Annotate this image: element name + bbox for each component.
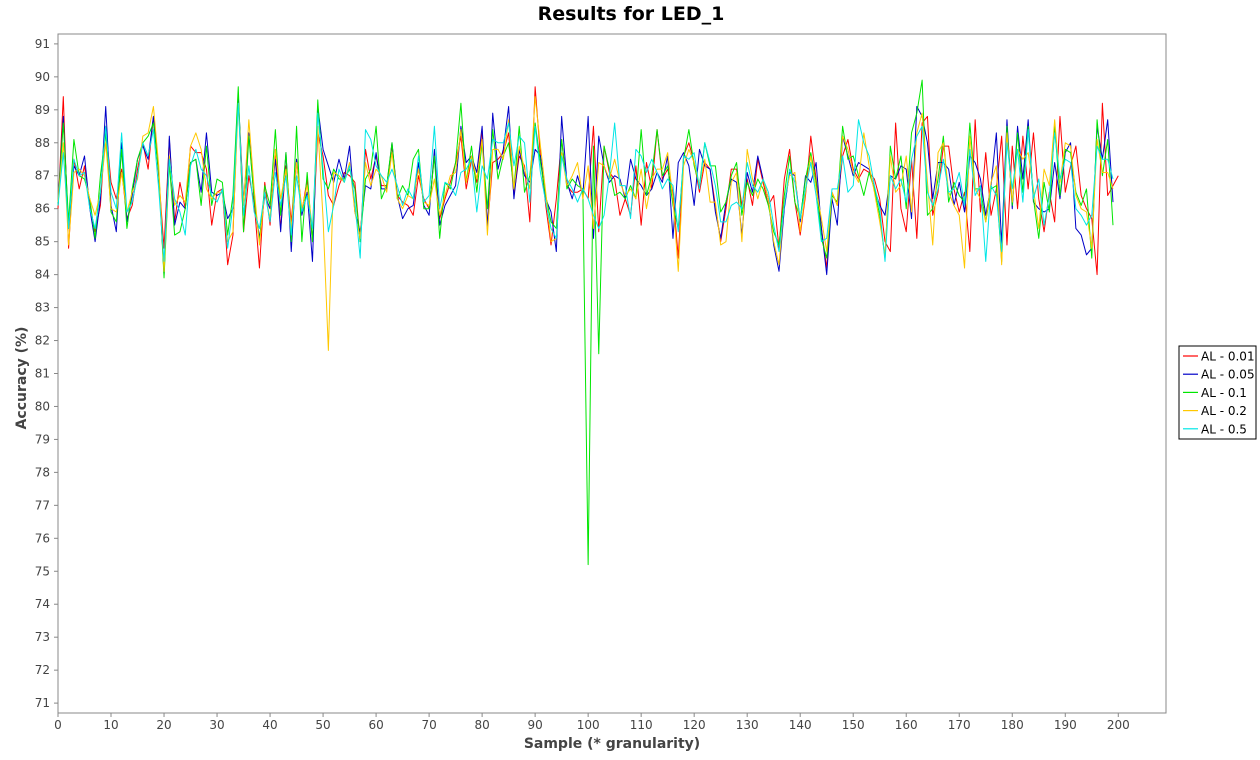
x-tick-label: 150: [842, 718, 865, 732]
x-tick-label: 190: [1054, 718, 1077, 732]
y-tick-label: 84: [35, 268, 50, 282]
y-tick-label: 74: [35, 597, 50, 611]
y-axis-label: Accuracy (%): [14, 327, 30, 430]
y-tick-label: 73: [35, 630, 50, 644]
y-tick-label: 76: [35, 531, 50, 545]
series-line-3: [57, 96, 1114, 351]
x-tick-label: 180: [1001, 718, 1024, 732]
legend-label: AL - 0.5: [1201, 422, 1247, 436]
y-tick-label: 91: [35, 37, 50, 51]
x-tick-label: 110: [630, 718, 653, 732]
y-tick-label: 81: [35, 367, 50, 381]
y-tick-label: 87: [35, 169, 50, 183]
x-tick-label: 30: [209, 718, 224, 732]
y-tick-label: 88: [35, 136, 50, 150]
y-tick-label: 71: [35, 696, 50, 710]
x-tick-label: 80: [474, 718, 489, 732]
y-tick-label: 80: [35, 399, 50, 413]
x-tick-label: 200: [1107, 718, 1130, 732]
axis-ticks: 0 10 20 30 40 50 60 70 80 90 100 110 120 130 140 150 160…: [35, 37, 1130, 732]
series-lines: [57, 79, 1119, 566]
x-tick-label: 40: [262, 718, 277, 732]
x-tick-label: 130: [736, 718, 759, 732]
x-tick-label: 170: [948, 718, 971, 732]
y-tick-label: 78: [35, 465, 50, 479]
x-tick-label: 120: [683, 718, 706, 732]
legend-label: AL - 0.1: [1201, 386, 1247, 400]
y-tick-label: 82: [35, 334, 50, 348]
x-tick-label: 60: [368, 718, 383, 732]
legend: AL - 0.01 AL - 0.05 AL - 0.1 AL - 0.2 AL - 0…: [1178, 345, 1257, 440]
x-tick-label: 20: [156, 718, 171, 732]
x-tick-label: 10: [103, 718, 118, 732]
y-tick-label: 77: [35, 498, 50, 512]
legend-label: AL - 0.05: [1201, 368, 1255, 382]
legend-label: AL - 0.01: [1201, 350, 1255, 364]
x-tick-label: 100: [577, 718, 600, 732]
y-tick-label: 75: [35, 564, 50, 578]
y-tick-label: 79: [35, 432, 50, 446]
x-axis-label: Sample (* granularity): [524, 736, 700, 752]
y-tick-label: 86: [35, 202, 50, 216]
y-tick-label: 89: [35, 103, 50, 117]
y-tick-label: 72: [35, 663, 50, 677]
plot-area: [57, 33, 1167, 714]
x-tick-label: 50: [315, 718, 330, 732]
x-tick-label: 0: [54, 718, 62, 732]
y-tick-label: 90: [35, 70, 50, 84]
chart-title: Results for LED_1: [538, 3, 725, 25]
y-tick-label: 85: [35, 235, 50, 249]
series-line-4: [57, 102, 1114, 262]
x-tick-label: 160: [895, 718, 918, 732]
x-tick-label: 70: [421, 718, 436, 732]
y-tick-label: 83: [35, 301, 50, 315]
legend-label: AL - 0.2: [1201, 404, 1247, 418]
x-tick-label: 90: [527, 718, 542, 732]
x-tick-label: 140: [789, 718, 812, 732]
series-line-2: [57, 79, 1114, 566]
